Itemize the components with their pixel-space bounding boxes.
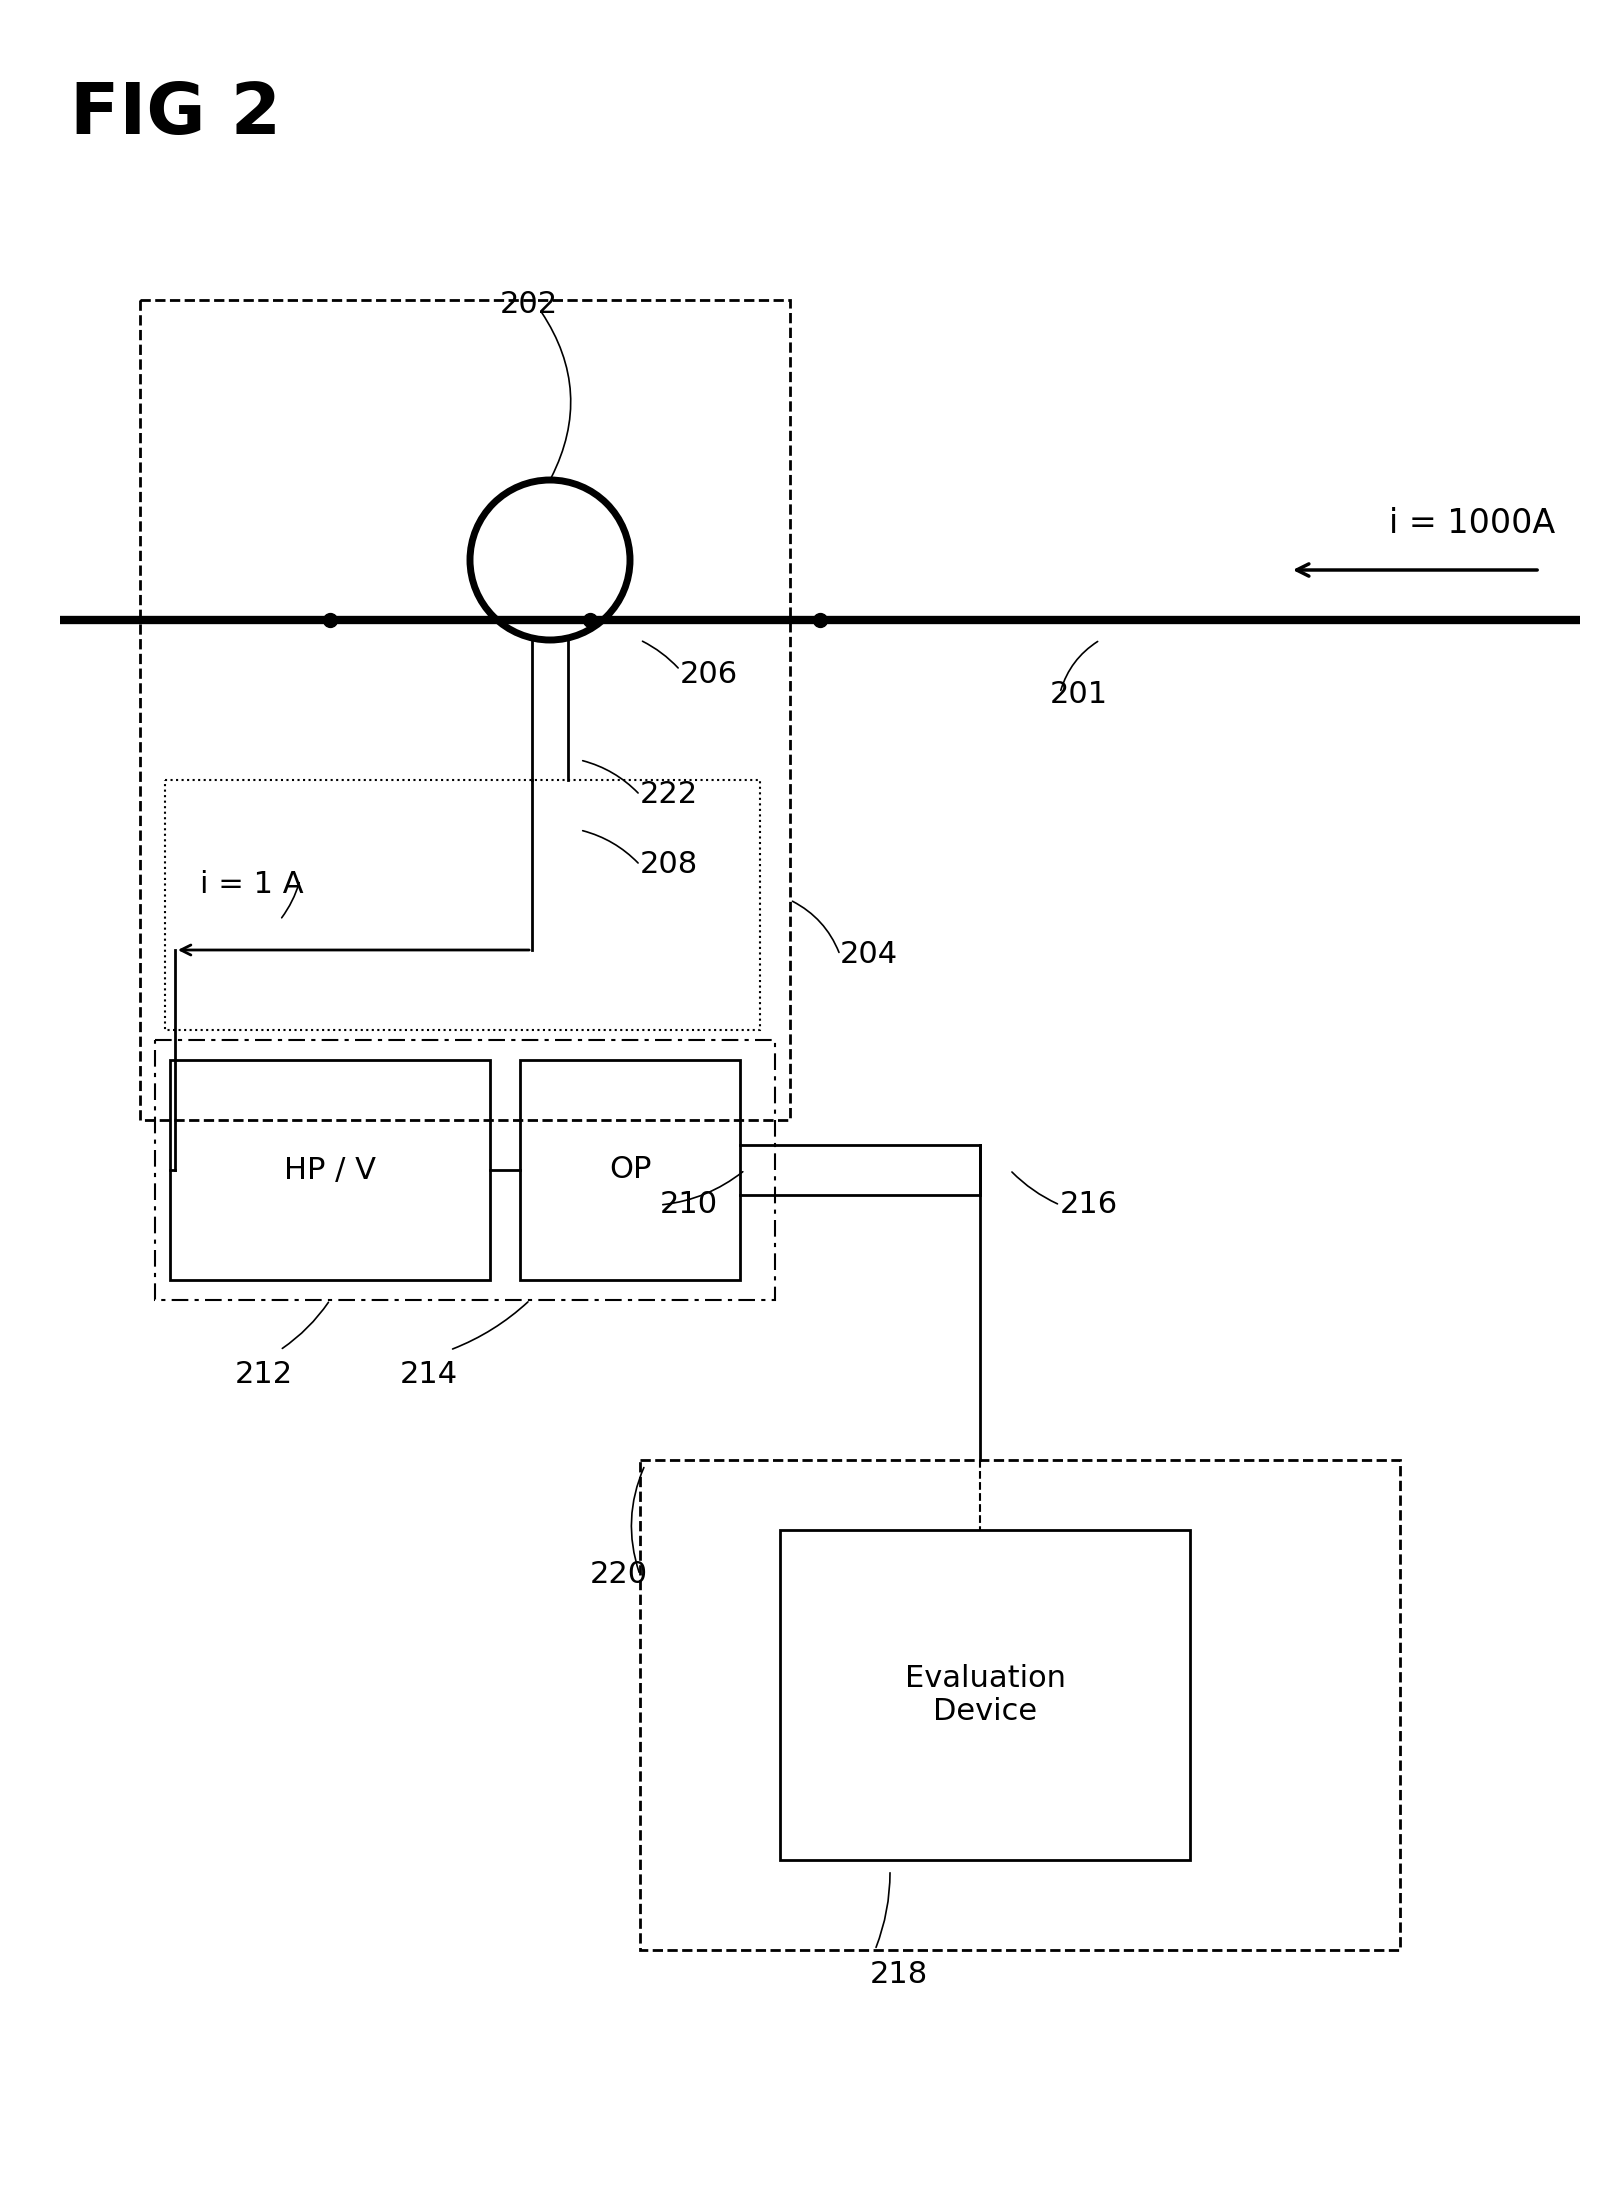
Bar [640, 1460, 1399, 1951]
Text: 212: 212 [234, 1359, 292, 1390]
Bar [170, 1061, 490, 1280]
Text: 204: 204 [840, 940, 898, 969]
Text: 201: 201 [1050, 680, 1109, 708]
Text: 222: 222 [640, 780, 698, 809]
Text: i = 1000A: i = 1000A [1388, 506, 1555, 539]
Text: i = 1 A: i = 1 A [200, 870, 304, 899]
Text: FIG 2: FIG 2 [69, 79, 281, 149]
Bar [520, 1061, 740, 1280]
Text: OP: OP [609, 1155, 651, 1184]
Text: 202: 202 [499, 289, 558, 320]
Text: 208: 208 [640, 850, 698, 879]
Text: Evaluation
Device: Evaluation Device [905, 1664, 1065, 1727]
Text: 214: 214 [401, 1359, 457, 1390]
Bar [781, 1530, 1189, 1861]
Text: HP / V: HP / V [284, 1155, 377, 1184]
Bar [141, 300, 790, 1120]
Bar [155, 1039, 776, 1300]
Text: 220: 220 [590, 1561, 648, 1589]
Text: 218: 218 [869, 1960, 928, 1988]
Text: 206: 206 [680, 660, 739, 688]
Bar [165, 780, 760, 1030]
Text: 210: 210 [659, 1190, 718, 1219]
Text: 216: 216 [1060, 1190, 1118, 1219]
